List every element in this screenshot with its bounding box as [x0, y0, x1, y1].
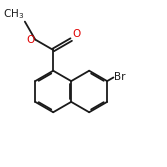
- Text: O: O: [26, 35, 34, 45]
- Text: Br: Br: [114, 72, 126, 82]
- Text: O: O: [72, 29, 80, 39]
- Text: CH$_3$: CH$_3$: [3, 7, 24, 21]
